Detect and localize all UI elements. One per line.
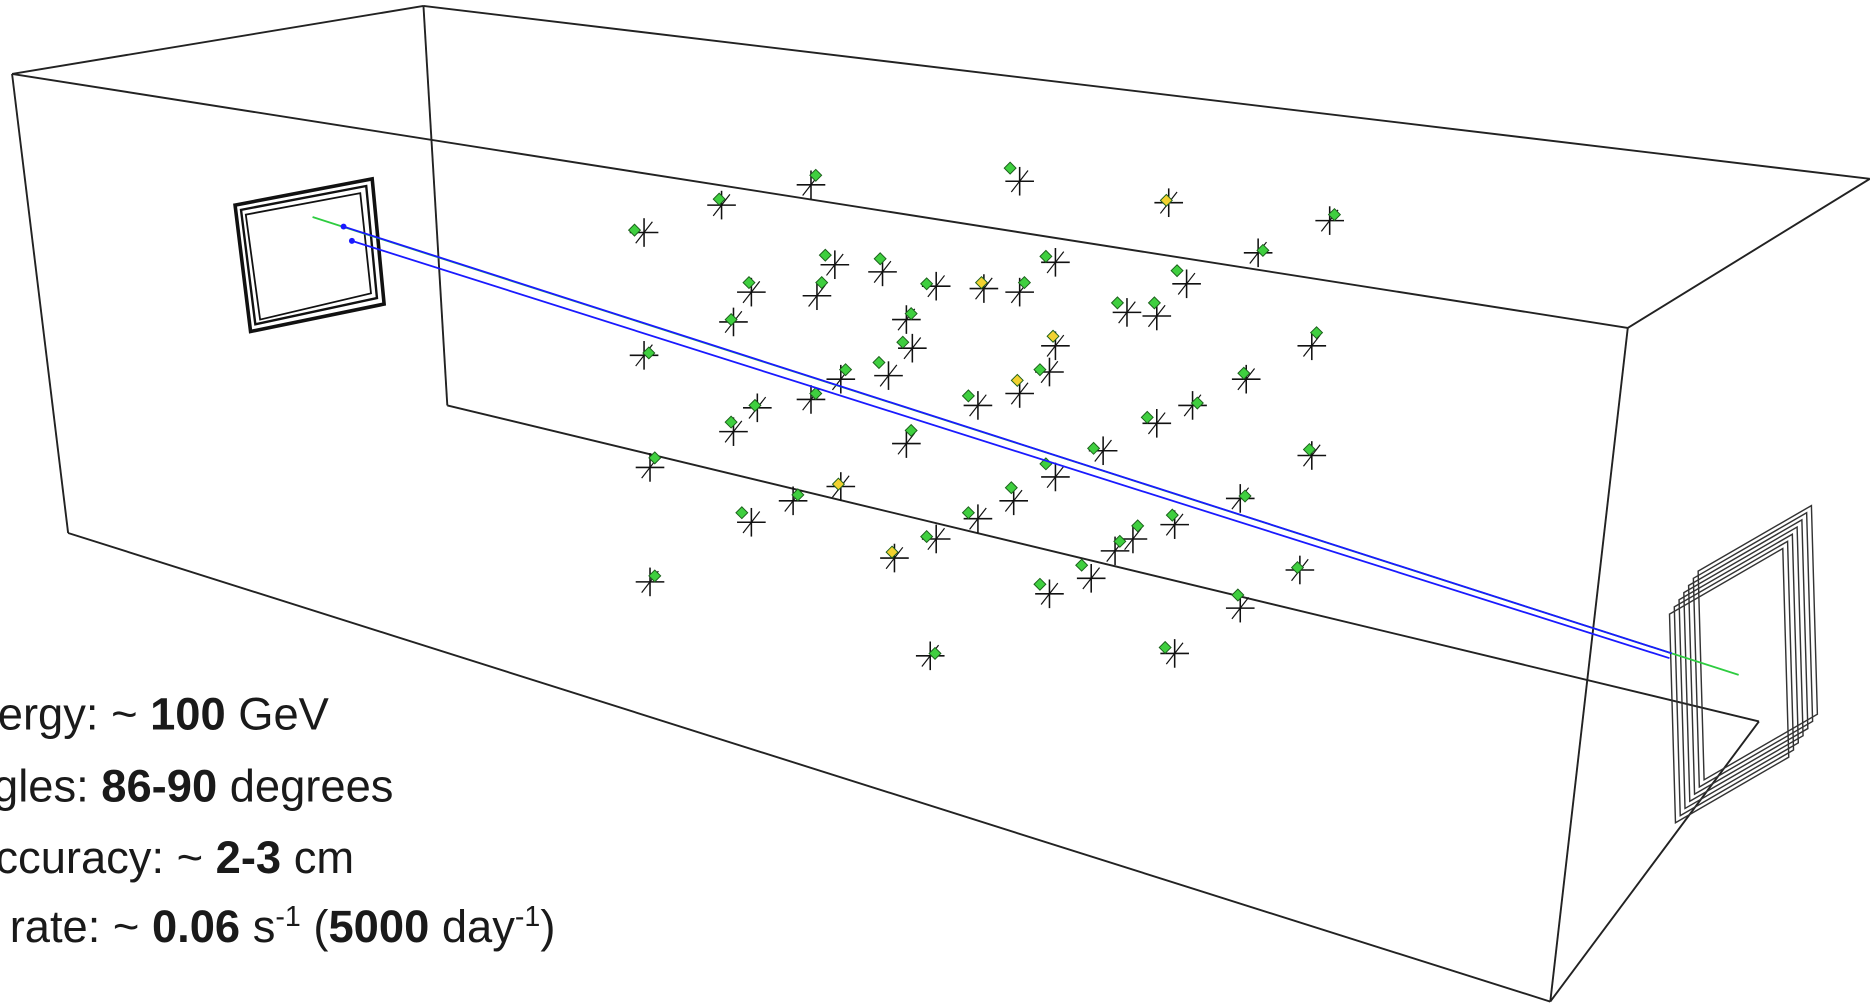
hit xyxy=(962,390,992,420)
hit xyxy=(1244,238,1273,267)
text-run: ) xyxy=(540,901,555,952)
hit xyxy=(743,393,772,422)
text-run: 5000 xyxy=(328,901,429,952)
hit xyxy=(1040,248,1070,277)
hit xyxy=(1034,578,1064,608)
text-run: degrees xyxy=(217,760,393,811)
hit xyxy=(868,253,897,286)
info-line: rate: ~ 0.06 s-1 (5000 day-1) xyxy=(10,901,556,952)
hit xyxy=(1315,206,1344,235)
hit xyxy=(970,274,999,303)
hit xyxy=(999,482,1028,515)
hit xyxy=(1112,297,1142,327)
text-run: rate: ~ xyxy=(10,901,152,952)
hit xyxy=(1297,327,1326,360)
hit xyxy=(1101,535,1130,565)
exit-chamber xyxy=(1670,506,1818,823)
hit xyxy=(629,218,659,247)
superscript: -1 xyxy=(275,901,300,933)
text-run: 86-90 xyxy=(101,760,217,811)
hit xyxy=(1005,374,1034,407)
hit xyxy=(719,308,748,337)
hits xyxy=(629,162,1344,670)
hit xyxy=(1159,639,1189,668)
hit xyxy=(819,249,849,279)
hit xyxy=(1119,520,1148,553)
hit xyxy=(921,272,951,301)
text-run: ccuracy: ~ xyxy=(0,832,216,883)
hit xyxy=(1178,391,1207,420)
hit xyxy=(1286,556,1315,585)
info-line: ergy: ~ 100 GeV xyxy=(0,689,330,740)
hit xyxy=(1076,559,1106,592)
hit xyxy=(1154,188,1183,217)
hit xyxy=(1171,265,1201,298)
hit xyxy=(707,191,736,220)
hit xyxy=(630,341,659,370)
text-run: gles: xyxy=(0,760,101,811)
text-run: day xyxy=(429,901,515,952)
hit xyxy=(892,425,921,458)
hit xyxy=(897,334,927,363)
hit xyxy=(1141,409,1171,438)
text-run: ergy: ~ xyxy=(0,689,150,740)
text-run: s xyxy=(240,901,275,952)
hit xyxy=(636,568,665,597)
hit xyxy=(1088,436,1118,465)
hit xyxy=(737,277,766,307)
hit xyxy=(921,525,951,554)
hit xyxy=(1004,162,1034,195)
hit xyxy=(1005,277,1034,307)
hit xyxy=(1160,509,1189,539)
text-run: 100 xyxy=(150,689,226,740)
hit xyxy=(873,357,903,390)
text-run: ( xyxy=(301,901,329,952)
hit xyxy=(916,642,945,671)
entry-chamber xyxy=(235,179,384,332)
hit xyxy=(1142,297,1171,330)
text-run: GeV xyxy=(226,689,330,740)
hit xyxy=(880,544,909,573)
hit xyxy=(1232,365,1261,394)
info-line: ccuracy: ~ 2-3 cm xyxy=(0,832,354,883)
hit xyxy=(1297,441,1326,470)
text-run: cm xyxy=(281,832,354,883)
hit xyxy=(826,472,855,501)
hit xyxy=(1226,484,1255,513)
hit xyxy=(1034,358,1064,387)
hit xyxy=(736,507,766,537)
hit xyxy=(719,416,748,446)
event-display: ergy: ~ 100 GeVgles: 86-90 degreesccurac… xyxy=(0,0,1870,1004)
hit xyxy=(1041,330,1070,360)
superscript: -1 xyxy=(515,901,540,933)
hit xyxy=(797,169,826,199)
text-run: 2-3 xyxy=(216,832,281,883)
hit xyxy=(803,277,832,310)
text-run: 0.06 xyxy=(152,901,240,952)
info-line: gles: 86-90 degrees xyxy=(0,760,393,811)
hit xyxy=(892,305,921,334)
hit xyxy=(962,504,992,533)
